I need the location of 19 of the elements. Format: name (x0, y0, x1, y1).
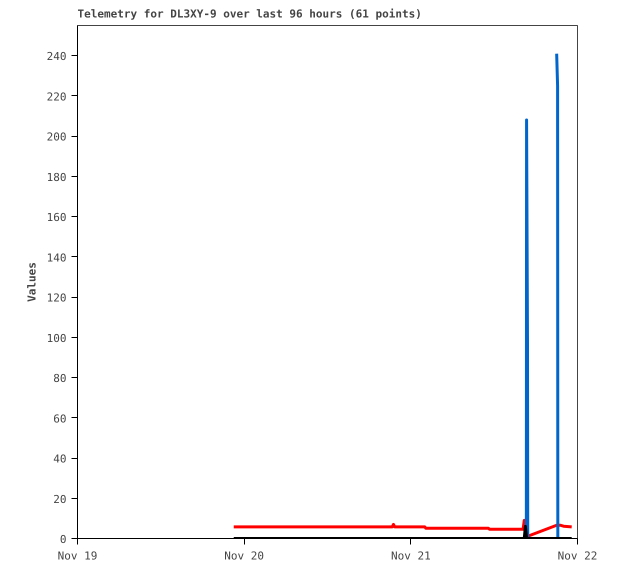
chart-title: Telemetry for DL3XY-9 over last 96 hours (61 points) (78, 8, 422, 20)
y-tick-label: 0 (60, 533, 66, 546)
y-tick-label: 220 (46, 90, 67, 104)
y-tick-label: 200 (46, 130, 67, 144)
y-tick-label: 120 (46, 292, 67, 305)
y-tick-label: 140 (46, 251, 67, 264)
y-tick-label: 100 (46, 332, 67, 345)
y-tick-label: 20 (53, 492, 67, 506)
y-tick-label: 180 (46, 170, 67, 184)
y-tick-label: 240 (46, 50, 67, 64)
y-tick-label: 80 (53, 372, 67, 386)
y-tick-label: 40 (53, 452, 67, 466)
x-tick-label: Nov 21 (390, 550, 431, 562)
y-tick-label: 160 (46, 211, 67, 224)
x-tick-label: Nov 19 (58, 550, 98, 562)
x-tick-label: Nov 22 (558, 550, 598, 562)
y-tick-label: 60 (53, 412, 67, 426)
x-tick-label: Nov 20 (224, 550, 264, 562)
y-axis-title: Values (26, 262, 39, 302)
